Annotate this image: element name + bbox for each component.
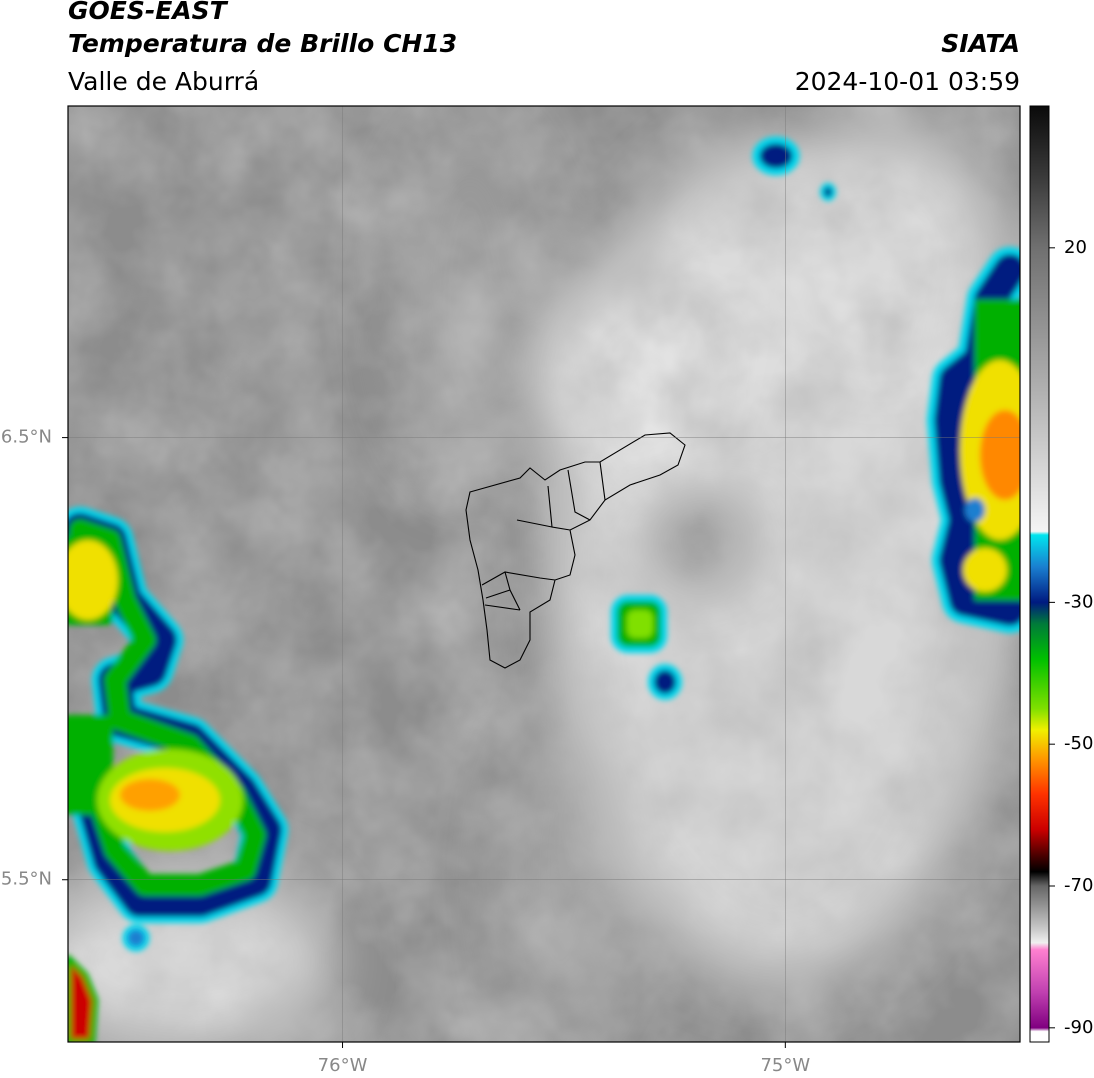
source: SIATA xyxy=(941,29,1020,58)
colorbar-tick-label: -50 xyxy=(1064,733,1093,754)
colorbar-tick-label: -70 xyxy=(1064,875,1093,896)
map-frame xyxy=(67,105,1021,1043)
x-tick-label: 76°W xyxy=(318,1055,368,1076)
colorbar xyxy=(1029,105,1050,1043)
x-tick-label: 75°W xyxy=(760,1055,810,1076)
datetime: 2024-10-01 03:59 xyxy=(795,67,1020,96)
region: Valle de Aburrá xyxy=(68,67,259,96)
y-tick-label: 6.5°N xyxy=(1,427,52,448)
title: GOES-EAST xyxy=(68,0,229,25)
colorbar-tick-label: -30 xyxy=(1064,591,1093,612)
colorbar-tick-label: -90 xyxy=(1064,1017,1093,1038)
colorbar-tick-label: 20 xyxy=(1064,237,1087,258)
satellite-image xyxy=(68,106,1020,1042)
subtitle: Temperatura de Brillo CH13 xyxy=(68,29,457,58)
y-tick-label: 5.5°N xyxy=(1,869,52,890)
